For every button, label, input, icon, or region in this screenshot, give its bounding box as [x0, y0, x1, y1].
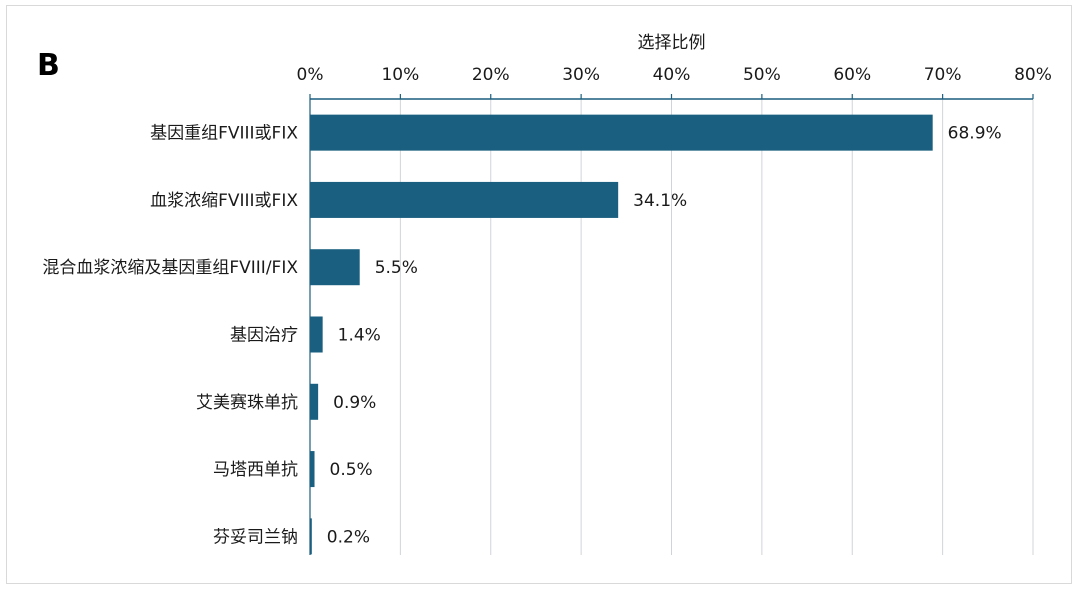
category-label: 血浆浓缩FVIII或FIX	[150, 191, 298, 211]
bar	[310, 451, 315, 488]
value-label: 0.9%	[333, 393, 376, 413]
x-tick-label: 70%	[924, 65, 962, 85]
x-tick-label: 40%	[653, 65, 691, 85]
gridlines	[399, 99, 1034, 555]
bars	[310, 114, 933, 555]
x-tick-labels: 0% 10% 20% 30% 40% 50% 60% 70% 80%	[297, 65, 1052, 85]
category-label: 基因重组FVIII或FIX	[150, 124, 298, 144]
value-label: 0.5%	[330, 460, 373, 480]
panel-label: B	[37, 48, 60, 83]
value-label: 34.1%	[633, 191, 687, 211]
value-label: 68.9%	[948, 124, 1002, 144]
bar	[310, 518, 312, 555]
chart-frame	[6, 5, 1072, 584]
x-tick-label: 20%	[472, 65, 510, 85]
category-label: 艾美赛珠单抗	[196, 392, 298, 413]
category-label: 基因治疗	[230, 326, 298, 346]
x-tick-label: 60%	[833, 65, 871, 85]
value-label: 5.5%	[375, 258, 418, 278]
x-axis-title: 选择比例	[638, 33, 706, 53]
value-label: 1.4%	[338, 326, 381, 346]
bar	[310, 181, 619, 218]
bar	[310, 249, 360, 286]
category-labels: 基因重组FVIII或FIX 血浆浓缩FVIII或FIX 混合血浆浓缩及基因重组FVI…	[42, 124, 298, 548]
value-labels: 68.9% 34.1% 5.5% 1.4% 0.9% 0.5% 0.2%	[327, 124, 1002, 548]
value-label: 0.2%	[327, 527, 370, 547]
category-label: 混合血浆浓缩及基因重组FVIII/FIX	[42, 258, 298, 278]
bar	[310, 383, 319, 420]
category-label: 马塔西单抗	[213, 460, 298, 480]
x-tick-label: 0%	[297, 65, 324, 85]
x-tick-label: 10%	[381, 65, 419, 85]
x-tick-label: 30%	[562, 65, 600, 85]
category-label: 芬妥司兰钠	[213, 527, 298, 547]
x-tick-label: 80%	[1014, 65, 1052, 85]
bar	[310, 114, 933, 151]
bar	[310, 316, 323, 353]
x-tick-label: 50%	[743, 65, 781, 85]
